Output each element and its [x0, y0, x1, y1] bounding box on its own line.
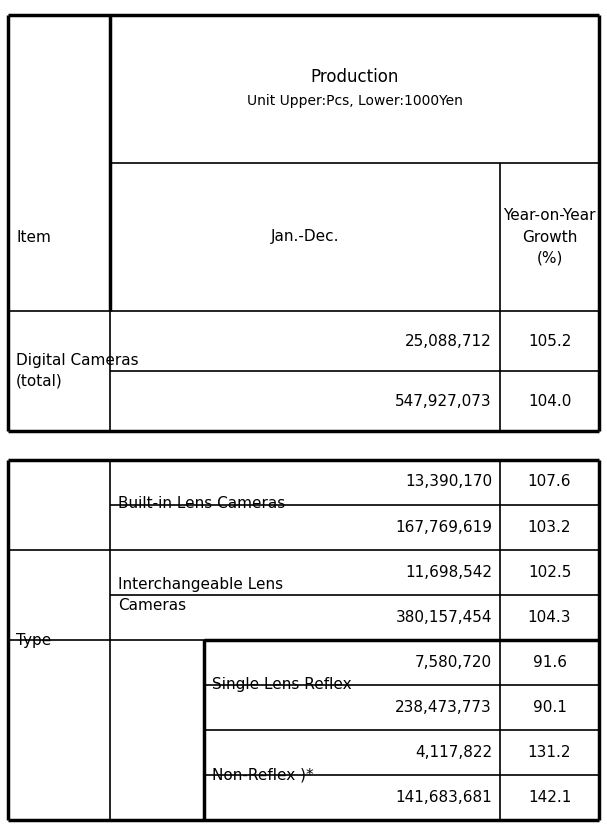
Text: 7,580,720: 7,580,720 — [415, 655, 492, 670]
Text: Built-in Lens Cameras: Built-in Lens Cameras — [118, 496, 285, 511]
Text: 90.1: 90.1 — [532, 700, 566, 715]
Text: 142.1: 142.1 — [528, 790, 571, 805]
Text: 380,157,454: 380,157,454 — [396, 610, 492, 625]
Text: Interchangeable Lens
Cameras: Interchangeable Lens Cameras — [118, 577, 283, 613]
Text: Digital Cameras
(total): Digital Cameras (total) — [16, 353, 138, 389]
Text: 103.2: 103.2 — [527, 520, 571, 535]
Text: 91.6: 91.6 — [532, 655, 566, 670]
Text: Year-on-Year
Growth
(%): Year-on-Year Growth (%) — [503, 209, 595, 266]
Text: 105.2: 105.2 — [528, 333, 571, 348]
Text: 131.2: 131.2 — [527, 745, 571, 760]
Text: 107.6: 107.6 — [527, 473, 571, 488]
Text: 167,769,619: 167,769,619 — [395, 520, 492, 535]
Text: Non-Reflex )*: Non-Reflex )* — [212, 767, 314, 782]
Text: 11,698,542: 11,698,542 — [405, 565, 492, 580]
Text: 25,088,712: 25,088,712 — [405, 333, 492, 348]
Text: 13,390,170: 13,390,170 — [405, 473, 492, 488]
Text: 4,117,822: 4,117,822 — [415, 745, 492, 760]
Text: Item: Item — [16, 230, 51, 245]
Text: Unit Upper:Pcs, Lower:1000Yen: Unit Upper:Pcs, Lower:1000Yen — [246, 94, 463, 108]
Text: 547,927,073: 547,927,073 — [395, 393, 492, 408]
Text: 102.5: 102.5 — [528, 565, 571, 580]
Text: 104.3: 104.3 — [527, 610, 571, 625]
Text: 238,473,773: 238,473,773 — [395, 700, 492, 715]
Text: Jan.-Dec.: Jan.-Dec. — [271, 230, 339, 245]
Text: 104.0: 104.0 — [528, 393, 571, 408]
Text: Type: Type — [16, 632, 51, 647]
Text: Production: Production — [310, 68, 399, 86]
Text: 141,683,681: 141,683,681 — [395, 790, 492, 805]
Text: Single Lens Reflex: Single Lens Reflex — [212, 677, 351, 692]
